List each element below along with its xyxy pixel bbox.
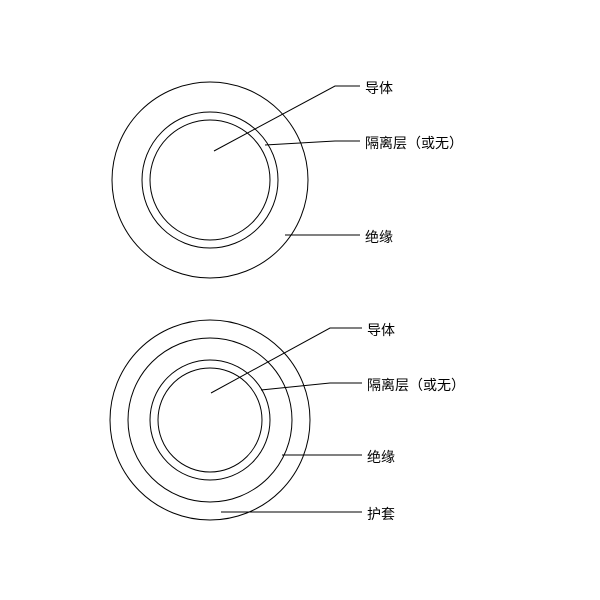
label-top-conductor: 导体	[365, 78, 393, 98]
cable-diagram-svg	[0, 0, 600, 600]
label-top-insulation: 绝缘	[365, 227, 393, 247]
label-bottom-conductor: 导体	[367, 320, 395, 340]
label-top-separator: 隔离层（或无）	[365, 133, 463, 153]
label-bottom-sheath: 护套	[367, 504, 395, 524]
label-bottom-separator: 隔离层（或无）	[367, 375, 465, 395]
label-bottom-insulation: 绝缘	[367, 447, 395, 467]
